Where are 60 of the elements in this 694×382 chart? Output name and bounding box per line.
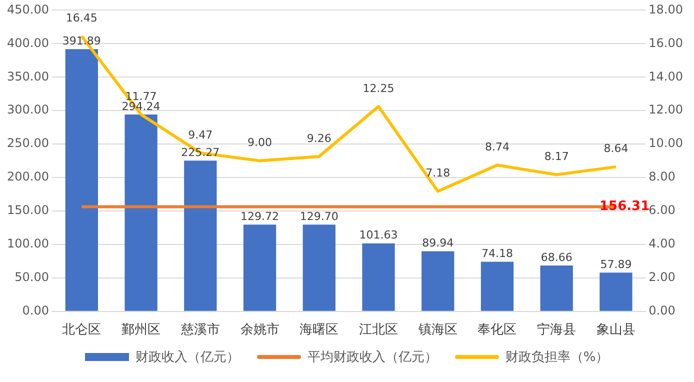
y-tick-label: 300.00 <box>6 102 49 117</box>
legend-label: 平均财政收入（亿元） <box>307 349 438 366</box>
data-label: 7.18 <box>426 166 450 180</box>
y-tick-label: 200.00 <box>6 170 49 184</box>
data-label: 8.74 <box>484 140 510 154</box>
bar <box>184 160 217 311</box>
data-label: 16.45 <box>66 11 98 24</box>
data-label: 129.70 <box>300 210 338 223</box>
data-label: 74.18 <box>481 247 513 260</box>
data-label: 129.72 <box>240 210 280 223</box>
bar <box>124 114 158 311</box>
y2-tick-label: 10.00 <box>648 136 684 150</box>
data-label: 8.64 <box>604 142 628 156</box>
bar <box>422 251 454 311</box>
y-tick-label: 350.00 <box>6 69 49 84</box>
x-tick-label: 江北区 <box>359 322 398 338</box>
data-label: 8.17 <box>544 150 569 164</box>
y-tick-label: 150.00 <box>6 203 49 218</box>
x-tick-label: 鄞州区 <box>122 322 161 338</box>
data-label: 9.00 <box>248 136 272 150</box>
data-label: 68.66 <box>540 250 572 264</box>
bar <box>65 49 98 311</box>
data-label: 101.63 <box>359 228 398 242</box>
x-tick-label: 奉化区 <box>478 322 517 338</box>
y-tick-label: 50.00 <box>14 270 49 284</box>
data-label: 12.25 <box>362 82 394 95</box>
y2-tick-label: 0.00 <box>648 304 676 318</box>
y2-tick-label: 12.00 <box>648 102 684 117</box>
x-tick-label: 宁海县 <box>537 322 576 338</box>
data-label: 57.89 <box>600 258 632 272</box>
y-tick-label: 250.00 <box>6 136 49 150</box>
x-tick-label: 海曙区 <box>300 322 339 338</box>
y2-tick-label: 16.00 <box>648 36 684 50</box>
x-tick-label: 慈溪市 <box>180 322 220 338</box>
bar <box>243 224 276 311</box>
bar <box>600 272 632 311</box>
x-tick-label: 镇海区 <box>417 322 458 338</box>
y2-tick-label: 18.00 <box>648 2 684 16</box>
y2-tick-label: 8.00 <box>648 170 676 184</box>
bar <box>302 224 336 311</box>
data-label: 9.26 <box>306 132 332 145</box>
x-tick-label: 北仑区 <box>62 322 102 338</box>
data-label: 156.31 <box>599 199 650 214</box>
y-tick-label: 450.00 <box>6 2 49 16</box>
legend-label: 财政收入（亿元） <box>135 349 240 366</box>
bar <box>480 262 514 311</box>
x-tick-label: 余姚市 <box>240 322 280 338</box>
y2-tick-label: 4.00 <box>648 236 676 251</box>
bar <box>540 265 573 311</box>
x-tick-label: 象山县 <box>596 322 636 338</box>
data-label: 9.47 <box>188 128 213 142</box>
y-tick-label: 0.00 <box>22 304 49 318</box>
bar <box>362 243 395 311</box>
y2-tick-label: 14.00 <box>648 69 684 84</box>
y-tick-label: 400.00 <box>6 36 49 50</box>
y-tick-label: 100.00 <box>6 236 49 251</box>
y2-tick-label: 2.00 <box>648 270 676 284</box>
data-label: 89.94 <box>422 236 454 250</box>
legend-label: 财政负担率（%） <box>505 349 609 366</box>
y2-tick-label: 6.00 <box>648 203 676 218</box>
